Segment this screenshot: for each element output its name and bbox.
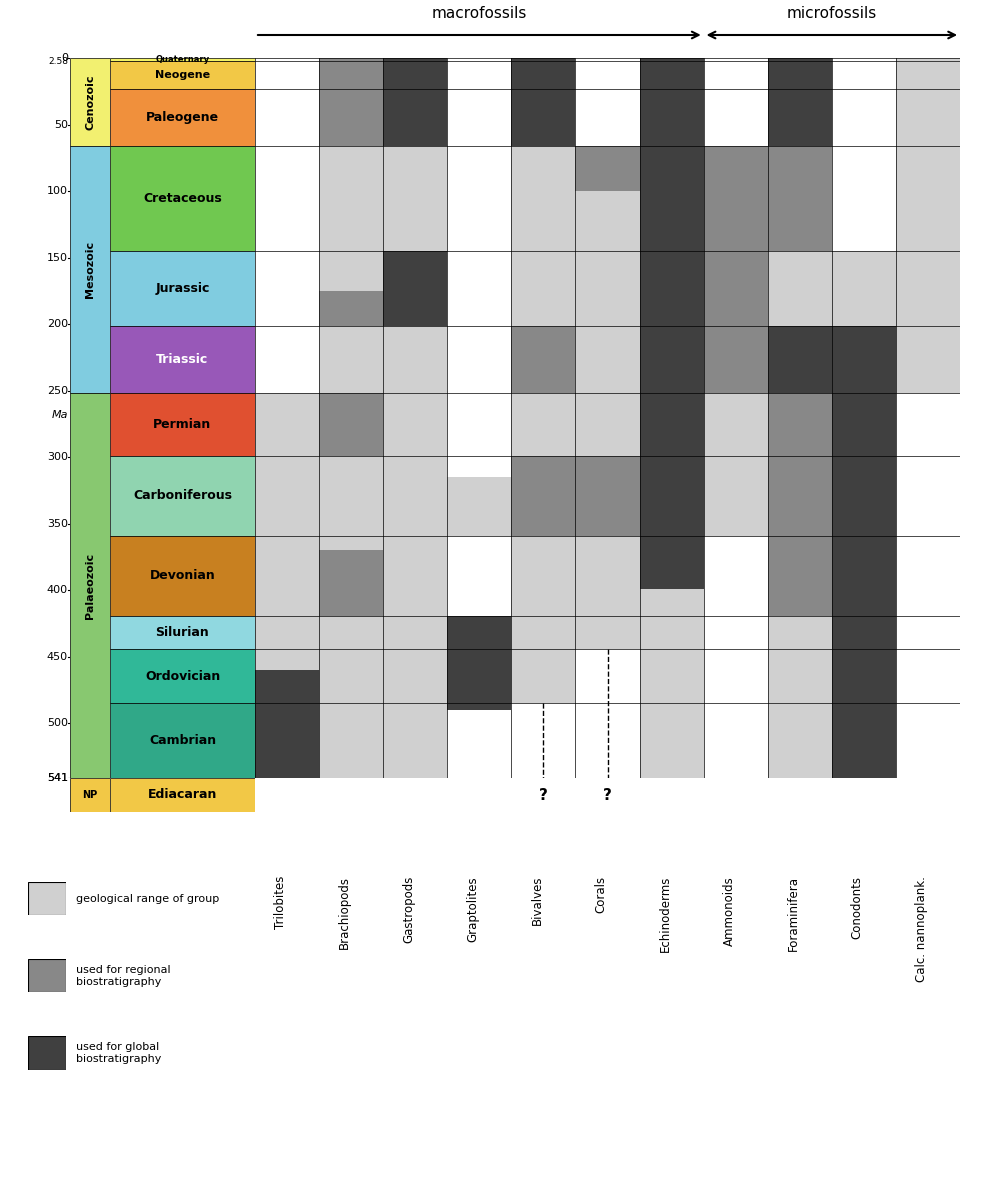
Bar bbox=[768, 393, 832, 615]
Text: Silurian: Silurian bbox=[156, 626, 209, 639]
Bar bbox=[110, 393, 255, 456]
Bar bbox=[110, 456, 255, 536]
Text: Foraminifera: Foraminifera bbox=[786, 876, 799, 950]
Bar bbox=[110, 89, 255, 146]
Text: Ediacaran: Ediacaran bbox=[148, 789, 217, 802]
Text: 541: 541 bbox=[46, 773, 68, 783]
Bar bbox=[768, 146, 832, 251]
Bar bbox=[110, 703, 255, 778]
Text: Cenozoic: Cenozoic bbox=[85, 74, 95, 129]
Text: Calc. nannoplank.: Calc. nannoplank. bbox=[915, 876, 928, 981]
Bar bbox=[575, 146, 639, 649]
Text: Ammonoids: Ammonoids bbox=[722, 876, 736, 946]
Bar bbox=[703, 146, 768, 536]
Bar bbox=[896, 58, 960, 393]
Bar bbox=[255, 670, 319, 778]
Bar bbox=[768, 58, 832, 778]
Text: Bivalves: Bivalves bbox=[531, 876, 543, 925]
Text: Carboniferous: Carboniferous bbox=[133, 489, 232, 503]
Text: 350: 350 bbox=[46, 519, 68, 529]
Bar bbox=[110, 146, 255, 251]
Bar bbox=[512, 326, 575, 393]
Bar bbox=[768, 326, 832, 393]
Text: Trilobites: Trilobites bbox=[274, 876, 288, 929]
Bar bbox=[110, 251, 255, 326]
Bar bbox=[110, 615, 255, 649]
Bar bbox=[110, 62, 255, 89]
Bar bbox=[319, 550, 383, 615]
Bar bbox=[319, 393, 383, 456]
Text: used for regional
biostratigraphy: used for regional biostratigraphy bbox=[76, 965, 171, 986]
Bar bbox=[383, 251, 448, 326]
Bar bbox=[319, 291, 383, 326]
Text: Jurassic: Jurassic bbox=[155, 282, 209, 295]
Text: Ma: Ma bbox=[51, 410, 68, 419]
Text: ?: ? bbox=[539, 788, 548, 803]
Text: Neogene: Neogene bbox=[155, 70, 210, 80]
Text: 0: 0 bbox=[61, 53, 68, 63]
Text: 300: 300 bbox=[46, 453, 68, 462]
Text: Palaeozoic: Palaeozoic bbox=[85, 552, 95, 619]
Bar bbox=[639, 146, 703, 589]
Text: Triassic: Triassic bbox=[156, 353, 208, 366]
Text: 50: 50 bbox=[54, 120, 68, 129]
Bar bbox=[575, 456, 639, 536]
Text: 2.58: 2.58 bbox=[47, 57, 68, 65]
Text: macrofossils: macrofossils bbox=[432, 6, 527, 20]
Text: Devonian: Devonian bbox=[149, 569, 215, 582]
Bar bbox=[703, 146, 768, 393]
Bar bbox=[255, 393, 319, 778]
Text: 541: 541 bbox=[46, 773, 68, 783]
Text: microfossils: microfossils bbox=[786, 6, 877, 20]
Bar bbox=[383, 58, 448, 146]
Text: 250: 250 bbox=[46, 386, 68, 396]
Bar bbox=[110, 326, 255, 393]
Bar bbox=[896, 251, 960, 304]
Bar bbox=[448, 615, 512, 710]
Bar bbox=[512, 58, 575, 703]
Bar bbox=[448, 631, 512, 649]
Text: Cambrian: Cambrian bbox=[149, 734, 216, 747]
Bar bbox=[110, 536, 255, 615]
Bar bbox=[319, 58, 383, 778]
Bar bbox=[639, 58, 703, 778]
Bar bbox=[832, 326, 896, 778]
Bar bbox=[70, 393, 110, 778]
Text: Cretaceous: Cretaceous bbox=[143, 192, 222, 204]
Bar bbox=[448, 478, 512, 536]
Text: Mesozoic: Mesozoic bbox=[85, 241, 95, 298]
Text: 150: 150 bbox=[46, 253, 68, 263]
Text: Brachiopods: Brachiopods bbox=[338, 876, 351, 949]
Text: Conodonts: Conodonts bbox=[851, 876, 864, 939]
Text: Corals: Corals bbox=[595, 876, 608, 914]
Text: 450: 450 bbox=[46, 652, 68, 662]
Bar bbox=[383, 58, 448, 778]
Text: 500: 500 bbox=[46, 719, 68, 728]
Bar bbox=[575, 146, 639, 191]
Bar bbox=[70, 146, 110, 393]
Text: Paleogene: Paleogene bbox=[146, 110, 219, 124]
Bar bbox=[639, 58, 703, 146]
Bar bbox=[70, 58, 110, 146]
Text: Quaternary: Quaternary bbox=[155, 55, 209, 64]
Bar bbox=[512, 456, 575, 536]
Bar bbox=[768, 58, 832, 146]
Bar bbox=[832, 251, 896, 326]
Text: ?: ? bbox=[603, 788, 612, 803]
Text: Gastropods: Gastropods bbox=[402, 876, 415, 943]
Bar bbox=[110, 58, 255, 62]
Text: 200: 200 bbox=[46, 320, 68, 329]
Bar bbox=[110, 649, 255, 703]
Bar bbox=[319, 58, 383, 146]
Text: Echinoderms: Echinoderms bbox=[659, 876, 672, 953]
Text: Ordovician: Ordovician bbox=[145, 670, 220, 683]
Text: geological range of group: geological range of group bbox=[76, 893, 219, 904]
Bar bbox=[512, 58, 575, 146]
Text: Permian: Permian bbox=[153, 418, 211, 431]
Text: Graptolites: Graptolites bbox=[466, 876, 479, 942]
Text: NP: NP bbox=[82, 790, 98, 800]
Text: 400: 400 bbox=[46, 586, 68, 595]
Text: 100: 100 bbox=[46, 187, 68, 196]
Text: used for global
biostratigraphy: used for global biostratigraphy bbox=[76, 1042, 161, 1063]
